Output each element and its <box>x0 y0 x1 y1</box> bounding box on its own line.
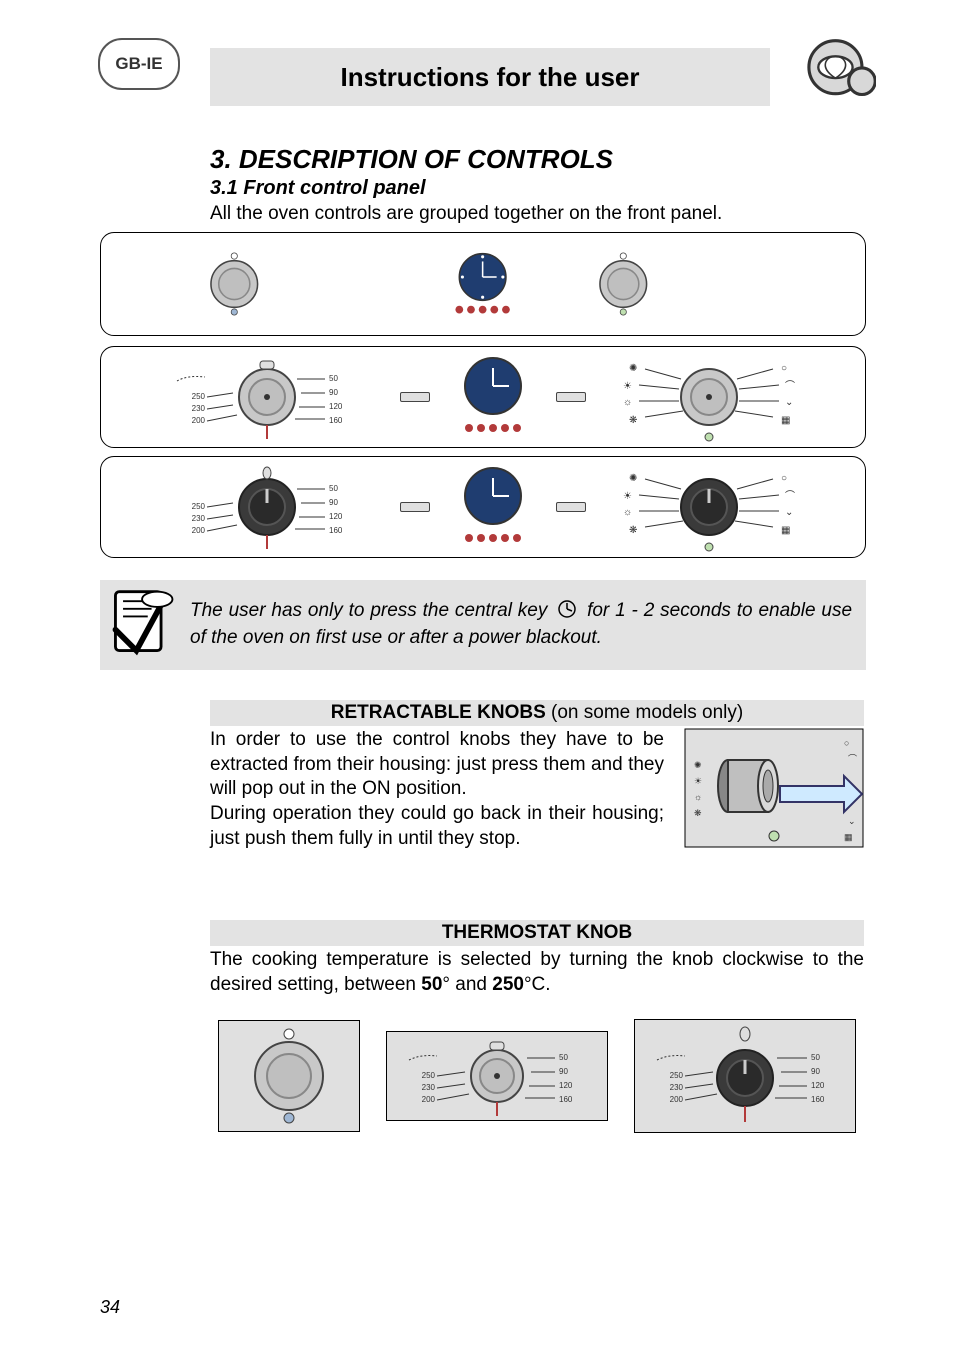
svg-text:⌄: ⌄ <box>785 507 793 518</box>
svg-text:▦: ▦ <box>781 415 790 426</box>
retractable-knob-illustration: ✺ ☀ ☼ ❋ ○ ⌒ ⌄ ▦ <box>684 728 864 848</box>
svg-text:250: 250 <box>670 1071 684 1080</box>
svg-text:❋: ❋ <box>694 808 702 818</box>
svg-text:⌄: ⌄ <box>785 397 793 408</box>
svg-text:250: 250 <box>192 502 206 511</box>
page-title-bar: Instructions for the user <box>210 48 770 106</box>
svg-text:200: 200 <box>192 416 206 425</box>
page-number: 34 <box>100 1297 120 1318</box>
svg-text:⌒: ⌒ <box>785 490 795 502</box>
note-text: The user has only to press the central k… <box>190 598 852 651</box>
subsection-heading: 3.1 Front control panel <box>210 177 864 200</box>
svg-text:90: 90 <box>329 388 338 397</box>
intro-text: All the oven controls are grouped togeth… <box>210 202 864 227</box>
retractable-title: RETRACTABLE KNOBS <box>331 702 546 723</box>
svg-text:⌒: ⌒ <box>848 754 857 764</box>
svg-text:▦: ▦ <box>844 832 853 842</box>
svg-text:❋: ❋ <box>629 415 637 426</box>
section-heading: 3. DESCRIPTION OF CONTROLS <box>210 144 864 175</box>
svg-text:☀: ☀ <box>623 491 632 502</box>
svg-text:90: 90 <box>329 498 338 507</box>
svg-text:250: 250 <box>192 392 206 401</box>
thermo-fig-simple <box>218 1020 360 1132</box>
svg-text:250: 250 <box>422 1071 436 1080</box>
svg-text:✺: ✺ <box>694 760 702 770</box>
thermostat-figures: 250 230 200 50 90 120 160 250 230 200 <box>210 1019 864 1133</box>
svg-text:☀: ☀ <box>694 776 702 786</box>
svg-text:160: 160 <box>811 1095 825 1104</box>
svg-text:❋: ❋ <box>629 525 637 536</box>
note-pre: The user has only to press the central k… <box>190 600 553 621</box>
function-knob-diagram: ✺ ☀ ☼ ❋ ○ ⌒ ⌄ ▦ <box>599 349 819 445</box>
svg-text:230: 230 <box>422 1083 436 1092</box>
thermostat-text: The cooking temperature is selected by t… <box>210 948 864 997</box>
svg-text:✺: ✺ <box>629 473 637 484</box>
svg-text:230: 230 <box>670 1083 684 1092</box>
svg-text:▦: ▦ <box>781 525 790 536</box>
svg-text:230: 230 <box>192 404 206 413</box>
svg-text:230: 230 <box>192 514 206 523</box>
retractable-section: RETRACTABLE KNOBS (on some models only) … <box>210 700 864 851</box>
svg-text:50: 50 <box>559 1053 568 1062</box>
thermo-fig-light: 250 230 200 50 90 120 160 <box>386 1031 608 1121</box>
svg-text:90: 90 <box>559 1067 568 1076</box>
retractable-suffix: (on some models only) <box>546 702 743 723</box>
thermostat-knob-dark: 250 230 200 50 90 120 160 <box>147 459 387 555</box>
control-panel-diagrams: 250 230 200 50 90 120 160 <box>100 232 866 562</box>
clock-display-3 <box>443 462 543 552</box>
svg-text:⌒: ⌒ <box>785 380 795 392</box>
svg-text:160: 160 <box>329 526 343 535</box>
lang-badge-text: GB-IE <box>115 54 162 74</box>
thermo-fig-dark: 250 230 200 50 90 120 160 <box>634 1019 856 1133</box>
retractable-para1: In order to use the control knobs they h… <box>210 729 664 799</box>
function-knob-dark: ✺ ☀ ☼ ❋ ○ ⌒ ⌄ ▦ <box>599 459 819 555</box>
knob-simple-right <box>530 239 825 329</box>
first-use-note: The user has only to press the central k… <box>100 580 866 670</box>
thermostat-section: THERMOSTAT KNOB The cooking temperature … <box>210 920 864 1133</box>
thermostat-heading: THERMOSTAT KNOB <box>210 920 864 946</box>
retractable-heading: RETRACTABLE KNOBS (on some models only) <box>210 700 864 726</box>
clock-display <box>436 239 529 329</box>
panel-row-3: 250 230 200 50 90 120 160 <box>100 456 866 558</box>
clock-display-2 <box>443 352 543 442</box>
svg-text:160: 160 <box>329 416 343 425</box>
lang-badge: GB-IE <box>98 38 180 90</box>
svg-text:☀: ☀ <box>623 381 632 392</box>
svg-text:90: 90 <box>811 1067 820 1076</box>
svg-text:200: 200 <box>192 526 206 535</box>
svg-text:⌄: ⌄ <box>848 816 856 826</box>
page-title: Instructions for the user <box>340 62 639 93</box>
indicator-slot <box>400 392 430 402</box>
svg-text:200: 200 <box>670 1095 684 1104</box>
clock-key-icon <box>557 599 577 619</box>
svg-text:50: 50 <box>329 484 338 493</box>
svg-text:160: 160 <box>559 1095 573 1104</box>
svg-text:50: 50 <box>329 374 338 383</box>
svg-text:120: 120 <box>329 512 343 521</box>
indicator-slot <box>556 502 586 512</box>
svg-text:○: ○ <box>781 363 787 374</box>
svg-text:☼: ☼ <box>694 792 702 802</box>
panel-row-2: 250 230 200 50 90 120 160 <box>100 346 866 448</box>
svg-text:200: 200 <box>422 1095 436 1104</box>
svg-text:○: ○ <box>844 738 849 748</box>
knob-simple-left <box>141 239 436 329</box>
panel-row-1 <box>100 232 866 336</box>
svg-text:☼: ☼ <box>623 397 632 408</box>
svg-text:☼: ☼ <box>623 507 632 518</box>
svg-text:120: 120 <box>329 402 343 411</box>
svg-text:○: ○ <box>781 473 787 484</box>
indicator-slot <box>556 392 586 402</box>
svg-text:120: 120 <box>559 1081 573 1090</box>
retractable-para2: During operation they could go back in t… <box>210 803 664 849</box>
manual-icon <box>798 36 876 114</box>
svg-text:✺: ✺ <box>629 363 637 374</box>
note-icon <box>108 586 178 662</box>
indicator-slot <box>400 502 430 512</box>
thermostat-knob-diagram: 250 230 200 50 90 120 160 <box>147 349 387 445</box>
svg-text:120: 120 <box>811 1081 825 1090</box>
svg-text:50: 50 <box>811 1053 820 1062</box>
